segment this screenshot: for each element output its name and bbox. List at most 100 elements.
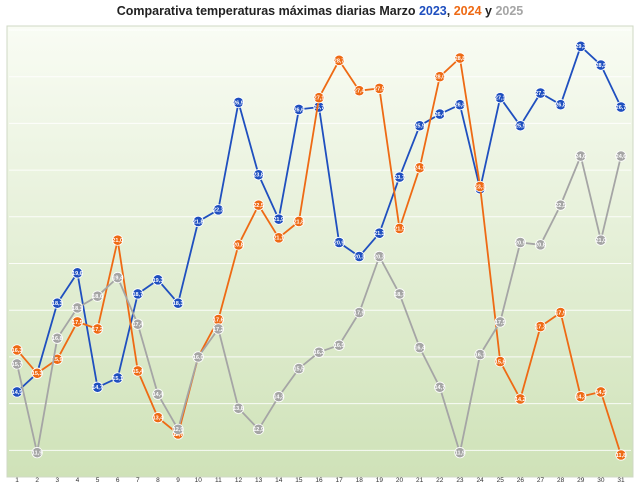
data-label-2023: 14,5 bbox=[12, 390, 23, 396]
data-label-2023: 21,3 bbox=[374, 231, 385, 237]
data-point-2025 bbox=[514, 236, 526, 249]
data-label-2023: 26,4 bbox=[434, 112, 446, 118]
data-point-2025 bbox=[71, 302, 84, 314]
data-point-2023 bbox=[494, 92, 506, 104]
data-label-2025: 16,8 bbox=[52, 336, 63, 342]
series-2025: 15,7 11,9 16,8 18,1 18,6 19,4 17,4 14,4 12,9 16,0… bbox=[11, 150, 627, 459]
data-label-2024: 11,8 bbox=[616, 453, 626, 459]
data-label-2024: 21,8 bbox=[294, 219, 305, 225]
x-tick-label: 5 bbox=[96, 477, 100, 484]
data-label-2024: 17,6 bbox=[213, 317, 224, 323]
data-label-2024: 14,5 bbox=[596, 390, 607, 396]
x-tick-label: 12 bbox=[235, 477, 243, 484]
data-point-2025 bbox=[595, 234, 607, 246]
data-point-2024 bbox=[253, 199, 265, 211]
data-point-2023 bbox=[152, 274, 164, 286]
data-point-2025 bbox=[333, 339, 345, 351]
data-label-2025: 16,2 bbox=[314, 350, 325, 356]
data-point-2024 bbox=[333, 54, 345, 66]
data-label-2023: 14,7 bbox=[92, 385, 103, 391]
x-tick-label: 11 bbox=[215, 477, 222, 484]
data-label-2025: 18,1 bbox=[72, 306, 83, 312]
data-label-2024: 27,1 bbox=[314, 96, 325, 102]
data-label-2024: 15,3 bbox=[32, 371, 43, 377]
data-point-2023 bbox=[514, 120, 526, 132]
data-point-2025 bbox=[494, 316, 506, 328]
data-label-2024: 13,4 bbox=[153, 416, 165, 422]
data-point-2023 bbox=[172, 297, 184, 309]
data-label-2025: 15,7 bbox=[12, 362, 23, 368]
data-point-2023 bbox=[575, 40, 587, 52]
title-year-2024: 2024 bbox=[453, 4, 482, 18]
title-separator-2: y bbox=[481, 4, 496, 18]
title-prefix: Comparativa temperaturas máximas diarias… bbox=[116, 4, 419, 18]
data-point-2025 bbox=[192, 351, 204, 363]
data-point-2023 bbox=[534, 87, 547, 99]
data-point-2025 bbox=[172, 423, 184, 435]
data-point-2025 bbox=[152, 388, 164, 400]
x-tick-label: 21 bbox=[416, 477, 424, 484]
data-label-2024: 16,3 bbox=[12, 348, 23, 354]
data-point-2024 bbox=[293, 215, 305, 228]
data-label-2023: 28,5 bbox=[596, 63, 607, 69]
data-label-2025: 15,5 bbox=[294, 366, 305, 372]
data-label-2025: 21,0 bbox=[596, 238, 607, 244]
data-label-2024: 20,8 bbox=[233, 243, 244, 249]
data-label-2025: 22,5 bbox=[555, 203, 566, 209]
data-point-2024 bbox=[514, 393, 526, 405]
data-label-2023: 27,3 bbox=[535, 91, 546, 97]
data-label-2023: 25,9 bbox=[515, 124, 526, 130]
data-label-2023: 19,6 bbox=[72, 271, 83, 277]
data-label-2023: 26,8 bbox=[455, 103, 466, 109]
data-label-2024: 28,7 bbox=[334, 58, 345, 64]
data-point-2025 bbox=[353, 306, 365, 319]
data-label-2025: 16,5 bbox=[334, 343, 345, 349]
data-point-2023 bbox=[393, 171, 406, 183]
data-point-2024 bbox=[554, 306, 567, 319]
x-tick-label: 3 bbox=[55, 477, 59, 484]
data-label-2024: 14,2 bbox=[515, 397, 526, 403]
data-point-2025 bbox=[414, 341, 426, 354]
data-point-2024 bbox=[615, 449, 627, 461]
data-point-2024 bbox=[132, 365, 144, 377]
data-label-2023: 18,3 bbox=[173, 301, 184, 307]
data-label-2024: 21,0 bbox=[112, 238, 123, 244]
data-label-2025: 11,9 bbox=[32, 451, 42, 457]
data-label-2025: 16,1 bbox=[475, 352, 486, 358]
data-point-2023 bbox=[615, 101, 627, 113]
data-point-2024 bbox=[474, 180, 486, 193]
data-point-2024 bbox=[595, 386, 607, 398]
x-tick-label: 18 bbox=[356, 477, 364, 484]
data-point-2024 bbox=[434, 71, 446, 83]
data-point-2024 bbox=[11, 344, 23, 356]
x-tick-label: 14 bbox=[275, 477, 283, 484]
data-point-2024 bbox=[353, 85, 365, 97]
data-label-2024: 17,3 bbox=[535, 324, 546, 330]
data-label-2025: 24,6 bbox=[616, 154, 627, 160]
data-label-2025: 20,9 bbox=[515, 240, 526, 246]
data-label-2023: 20,9 bbox=[334, 240, 345, 246]
data-label-2024: 15,8 bbox=[495, 359, 506, 365]
data-label-2025: 18,6 bbox=[92, 294, 103, 300]
data-label-2024: 15,9 bbox=[52, 357, 63, 363]
x-axis-tick-labels: 1 2 3 4 5 6 7 8 9 10 11 12 13 14 15 16 17 18 19 20 21 22 23 24 2… bbox=[15, 477, 625, 484]
data-label-2024: 28,8 bbox=[455, 56, 466, 62]
data-label-2023: 29,3 bbox=[575, 44, 586, 50]
series-layer: 14,5 15,3 18,3 19,6 14,7 15,1 18,7 19,3 18,3 21,8… bbox=[11, 40, 627, 461]
data-point-2025 bbox=[534, 239, 547, 251]
data-point-2025 bbox=[132, 318, 144, 330]
data-label-2023: 21,8 bbox=[193, 219, 204, 225]
x-tick-label: 16 bbox=[315, 477, 323, 484]
data-point-2025 bbox=[454, 447, 466, 459]
data-point-2025 bbox=[554, 199, 567, 211]
data-point-2023 bbox=[212, 204, 224, 216]
data-point-2025 bbox=[31, 447, 43, 459]
x-tick-label: 19 bbox=[376, 477, 384, 484]
series-2023: 14,5 15,3 18,3 19,6 14,7 15,1 18,7 19,3 18,3 21,8… bbox=[11, 40, 627, 398]
data-label-2024: 17,2 bbox=[92, 327, 103, 333]
data-point-2023 bbox=[11, 386, 23, 398]
data-label-2024: 24,1 bbox=[414, 166, 425, 172]
data-point-2023 bbox=[293, 103, 305, 115]
data-label-2023: 25,9 bbox=[414, 124, 425, 130]
